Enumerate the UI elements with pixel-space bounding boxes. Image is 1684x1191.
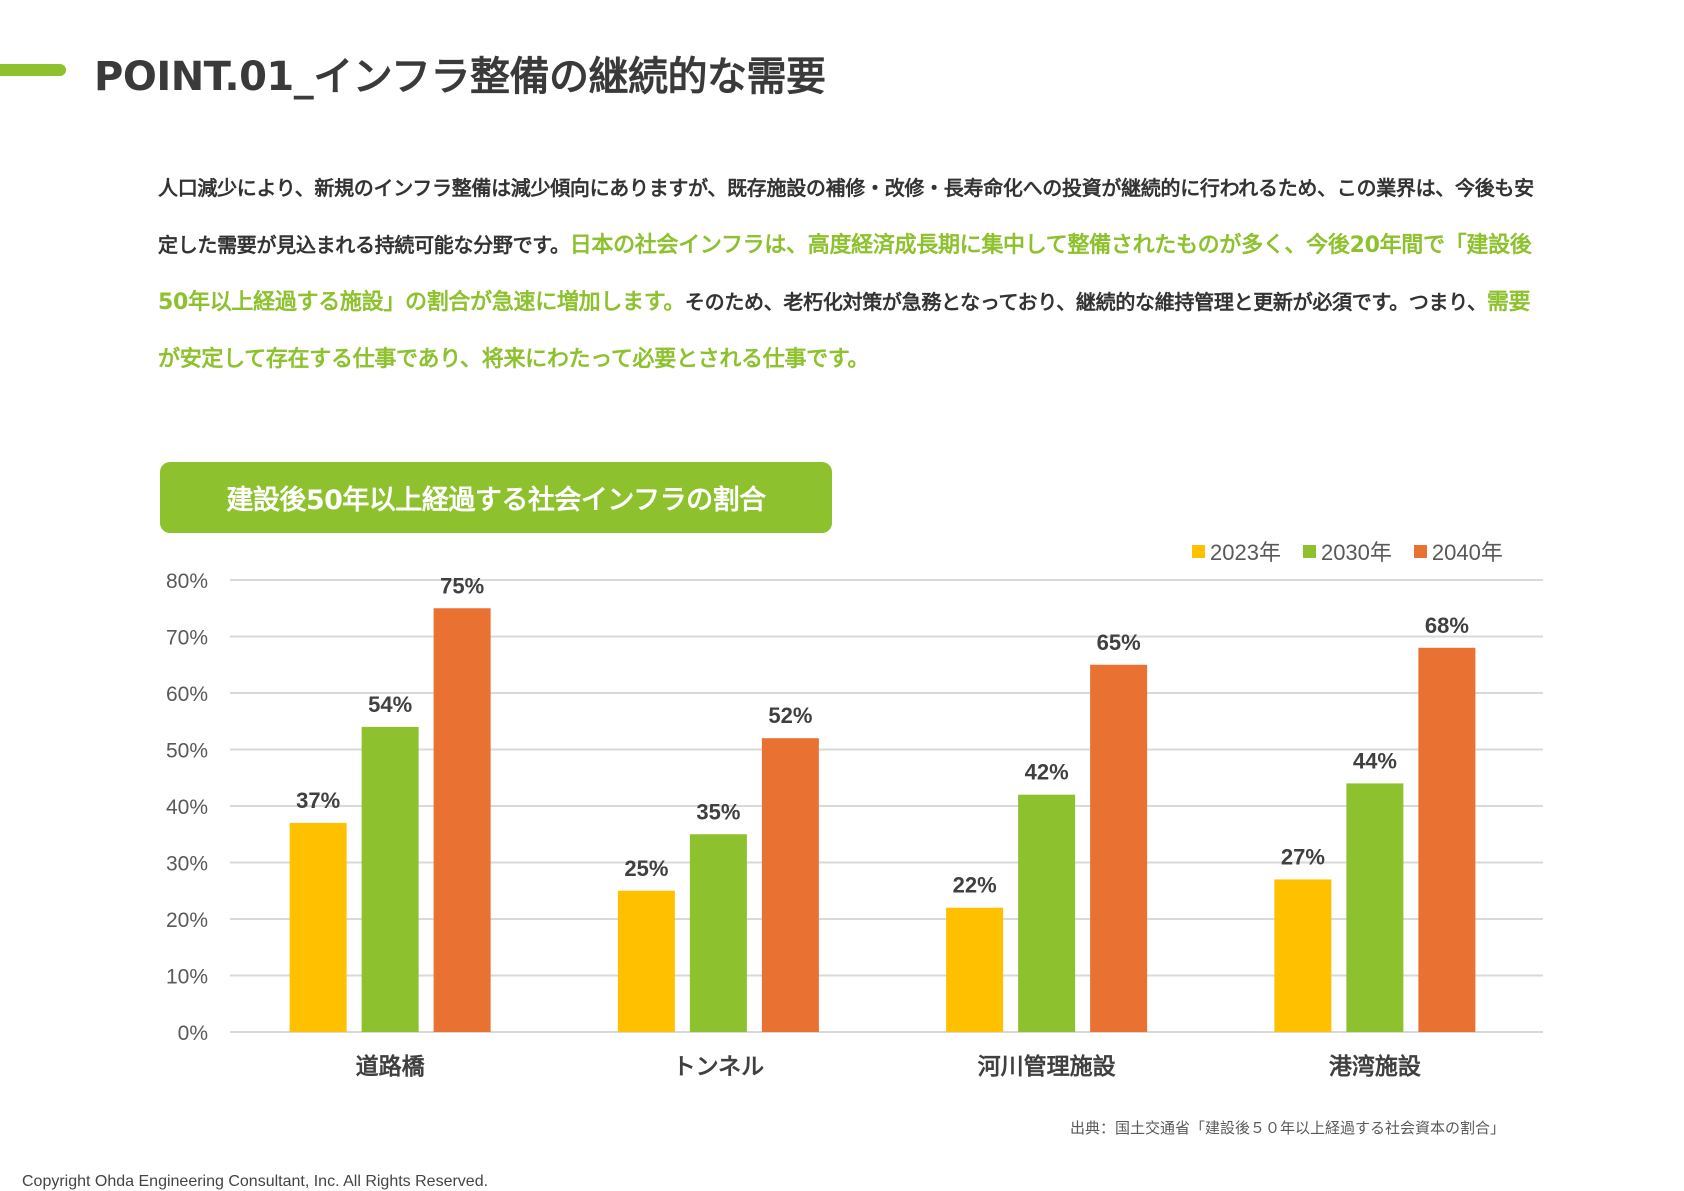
y-tick-label: 50% <box>166 740 208 763</box>
x-axis-categories: 道路橋 トンネル 河川管理施設 港湾施設 <box>356 1053 1422 1080</box>
data-label: 68% <box>1425 613 1469 638</box>
y-tick-label: 20% <box>166 909 208 932</box>
data-label: 35% <box>696 799 740 824</box>
bar-2023-2 <box>946 907 1004 1032</box>
data-label: 37% <box>296 788 340 813</box>
bar-2030-3 <box>1346 783 1404 1032</box>
data-label: 27% <box>1281 844 1325 869</box>
y-tick-label: 80% <box>166 570 208 593</box>
chart-legend: 2023年 2030年 2040年 <box>1192 535 1503 567</box>
intro-highlight: 日本の社会インフラは、高度経済成長期に集中して整備されたものが多く、今後20年間… <box>158 233 1532 315</box>
bar-2040-1 <box>761 738 819 1032</box>
title-accent-bar <box>0 64 66 76</box>
intro-paragraph: 人口減少により、新規のインフラ整備は減少傾向にありますが、既存施設の補修・改修・… <box>158 160 1548 388</box>
legend-label-2030: 2030年 <box>1320 540 1392 565</box>
copyright: Copyright Ohda Engineering Consultant, I… <box>22 1173 489 1190</box>
legend-swatch-2023 <box>1192 544 1205 558</box>
legend-label-2023: 2023年 <box>1210 540 1281 565</box>
bars <box>289 608 1476 1032</box>
y-tick-label: 30% <box>166 853 208 876</box>
x-category-label: 河川管理施設 <box>978 1053 1117 1080</box>
data-label: 52% <box>768 703 812 728</box>
y-tick-label: 0% <box>178 1022 208 1045</box>
legend-item-2040: 2040年 <box>1413 535 1503 567</box>
bar-2040-3 <box>1418 647 1476 1032</box>
y-tick-label: 10% <box>166 966 208 989</box>
data-label: 42% <box>1025 760 1069 785</box>
bar-2023-1 <box>617 890 675 1032</box>
bar-2030-2 <box>1018 794 1076 1032</box>
bar-2023-0 <box>289 822 347 1032</box>
x-category-label: 港湾施設 <box>1329 1053 1422 1080</box>
intro-highlight: 需要が安定して存在する仕事であり、将来にわたって必要とされる仕事です。 <box>158 290 1531 372</box>
source-note: 出典：国土交通省「建設後５０年以上経過する社会資本の割合」 <box>1070 1119 1506 1137</box>
y-axis-ticks: 0% 10% 20% 30% 40% 50% 60% 70% 80% <box>166 570 208 1045</box>
legend-swatch-2040 <box>1413 544 1427 558</box>
bar-2030-0 <box>361 726 419 1032</box>
legend-item-2023: 2023年 <box>1192 535 1281 567</box>
legend-item-2030: 2030年 <box>1302 535 1392 567</box>
y-tick-label: 70% <box>166 627 208 650</box>
bar-2023-3 <box>1274 879 1332 1032</box>
legend-swatch-2030 <box>1302 544 1316 558</box>
data-label: 75% <box>440 573 484 598</box>
intro-segment: 人口減少により、新規のインフラ整備は減少傾向にありますが、既存施設の補修・改修・… <box>158 176 1534 257</box>
grid-lines <box>230 579 1543 1033</box>
bar-2040-2 <box>1090 664 1148 1032</box>
chart-title-banner: 建設後50年以上経過する社会インフラの割合 <box>160 462 832 533</box>
y-tick-label: 60% <box>166 683 208 706</box>
legend-label-2040: 2040年 <box>1431 540 1503 565</box>
y-tick-label: 40% <box>166 796 208 819</box>
x-category-label: 道路橋 <box>356 1053 426 1080</box>
data-label: 44% <box>1353 748 1397 773</box>
x-category-label: トンネル <box>673 1054 765 1080</box>
bar-2040-0 <box>433 608 491 1032</box>
data-label: 25% <box>624 856 668 881</box>
bar-2030-1 <box>689 834 747 1032</box>
data-label: 65% <box>1097 630 1141 655</box>
intro-segment: そのため、老朽化対策が急務となっており、継続的な維持管理と更新が必須です。つまり… <box>684 290 1487 314</box>
data-label: 22% <box>953 873 997 898</box>
data-label: 54% <box>368 692 412 717</box>
data-labels: 37% 54% 75% 25% 35% 52% 22% 42% 65% 27% 44% 68% <box>296 573 1469 897</box>
chart-title: 建設後50年以上経過する社会インフラの割合 <box>226 485 766 516</box>
page-title: POINT.01_インフラ整備の継続的な需要 <box>94 54 826 100</box>
